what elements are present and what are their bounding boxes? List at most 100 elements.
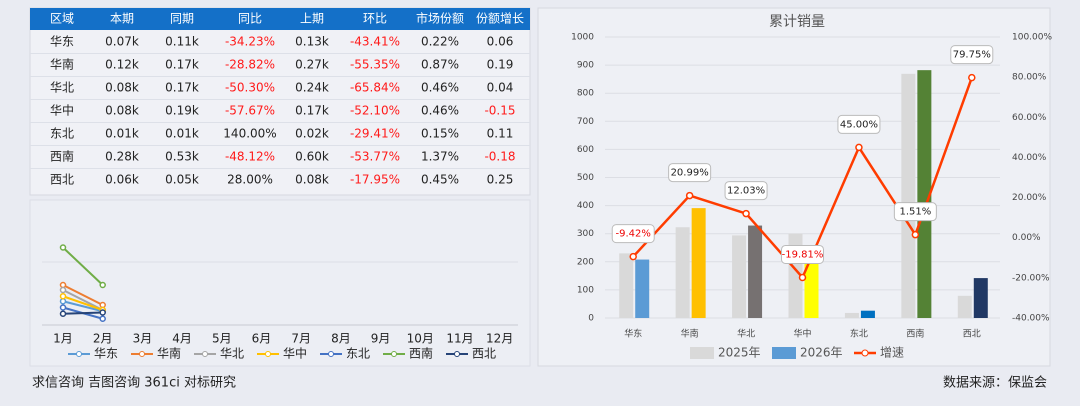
x-tick-label: 1月	[53, 332, 73, 346]
y-tick-label: 300	[577, 229, 594, 239]
table-cell: 0.17k	[295, 104, 329, 118]
table-header: 本期	[110, 12, 134, 26]
x-tick-label: 西北	[963, 329, 981, 340]
bar	[619, 253, 634, 318]
line-marker	[99, 281, 106, 289]
data-label: 1.51%	[899, 207, 931, 218]
table-cell: 0.08k	[105, 81, 139, 95]
table-cell: -28.82%	[225, 58, 275, 72]
growth-marker	[968, 73, 976, 82]
table-cell: -57.67%	[225, 104, 275, 118]
footer-left: 求信咨询 吉图咨询 361ci 对标研究	[32, 376, 236, 391]
legend-marker	[328, 351, 334, 357]
table-cell: 0.02k	[295, 127, 329, 141]
table-cell: 0.25	[487, 173, 514, 187]
data-label: 20.99%	[671, 168, 709, 179]
growth-marker	[685, 191, 694, 200]
series-line	[62, 284, 104, 306]
data-label-box	[837, 114, 881, 134]
x-tick-label: 6月	[252, 332, 272, 346]
table-cell: 0.08k	[105, 104, 139, 118]
growth-marker	[742, 209, 750, 218]
table-cell: 0.12k	[105, 58, 139, 72]
table-cell: 0.17k	[165, 58, 199, 72]
y2-tick-label: -40.00%	[1012, 314, 1050, 324]
x-tick-label: 华南	[681, 328, 699, 340]
data-label: -9.42%	[616, 229, 651, 240]
bar	[748, 225, 763, 318]
table-header: 环比	[363, 12, 387, 26]
legend-label: 增速	[880, 346, 904, 360]
y2-tick-label: 80.00%	[1012, 73, 1047, 83]
table-cell: 0.19k	[165, 104, 199, 118]
table-cell: 西南	[50, 149, 74, 164]
data-label-box	[781, 244, 824, 264]
x-tick-label: 9月	[371, 332, 391, 346]
x-tick-label: 3月	[133, 332, 153, 346]
y-tick-label: 800	[577, 89, 594, 99]
table-cell: 0.45%	[421, 173, 459, 187]
table-cell: 0.46%	[421, 104, 459, 118]
table-cell: -53.77%	[350, 150, 400, 164]
legend-swatch	[772, 347, 796, 359]
table-cell: 0.17k	[165, 81, 199, 95]
bar	[691, 208, 706, 318]
x-tick-label: 4月	[172, 332, 192, 346]
y-tick-label: 500	[577, 173, 594, 183]
table-cell: 0.08k	[295, 173, 329, 187]
y-tick-label: 1000	[571, 33, 594, 43]
table-cell: 华东	[50, 35, 74, 49]
table-cell: 140.00%	[223, 127, 276, 141]
data-label: 12.03%	[727, 186, 765, 197]
legend-label: 西北	[472, 347, 496, 361]
table-cell: 0.28k	[105, 150, 139, 164]
bar	[844, 312, 859, 318]
legend-marker	[454, 351, 460, 357]
table-cell: 28.00%	[227, 173, 273, 187]
series-line	[62, 311, 103, 315]
y-tick-label: 0	[588, 314, 594, 324]
line-marker	[59, 293, 67, 300]
line-marker	[99, 309, 106, 316]
table-cell: -0.18	[484, 150, 515, 164]
data-label-box	[611, 224, 655, 244]
table-cell: 0.01k	[105, 127, 139, 141]
bar	[973, 278, 988, 318]
line-marker	[59, 244, 67, 251]
legend-label: 东北	[346, 347, 370, 361]
table-cell: 0.06	[487, 35, 514, 49]
x-tick-label: 7月	[291, 332, 311, 346]
line-panel	[29, 199, 531, 367]
x-tick-label: 2月	[93, 332, 113, 346]
bar	[635, 259, 650, 318]
table-cell: 0.04	[487, 81, 514, 95]
table-cell: 0.06k	[105, 173, 139, 187]
legend-marker	[76, 351, 82, 357]
legend-label: 华北	[220, 347, 244, 361]
line-marker	[59, 304, 67, 311]
table-header: 同期	[170, 12, 194, 26]
table-cell: 0.87%	[421, 58, 459, 72]
table-cell: 华北	[50, 81, 74, 95]
x-tick-label: 华东	[624, 328, 642, 340]
table-cell: -50.30%	[225, 81, 275, 95]
legend-swatch	[690, 347, 714, 359]
series-line	[62, 300, 103, 313]
legend-label: 华南	[157, 346, 181, 361]
line-marker	[99, 315, 106, 322]
data-label: -19.81%	[782, 249, 824, 260]
legend-label: 华东	[94, 347, 118, 361]
series-line	[62, 246, 104, 286]
data-label: 45.00%	[840, 119, 878, 130]
growth-marker	[855, 143, 863, 152]
bar	[957, 295, 972, 318]
table-cell: 华南	[50, 57, 74, 72]
table-cell: 0.13k	[295, 35, 329, 49]
table-cell: 西北	[50, 173, 74, 187]
chart-title: 累计销量	[769, 14, 825, 30]
table-cell: 1.37%	[421, 150, 459, 164]
x-tick-label: 8月	[331, 332, 351, 346]
legend-marker	[391, 351, 397, 357]
x-tick-label: 11月	[446, 332, 473, 346]
table-cell: -43.41%	[350, 35, 400, 49]
